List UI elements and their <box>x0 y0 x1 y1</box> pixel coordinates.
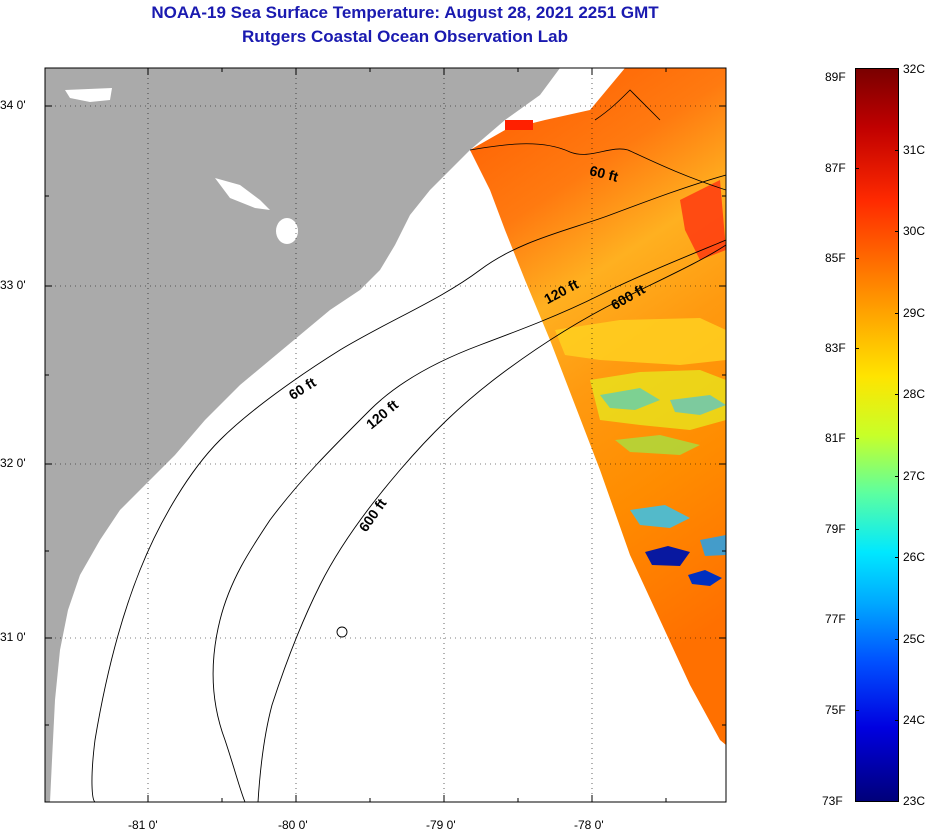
lake-1 <box>65 88 112 102</box>
sst-patch-hot <box>680 180 726 260</box>
cb-tick <box>895 313 899 314</box>
cb-label-79f: 79F <box>825 522 846 536</box>
cb-label-23c: 23C <box>903 794 926 808</box>
sst-patch-warm <box>555 318 726 365</box>
sst-patch-cool-2 <box>600 388 660 410</box>
map-subtitle: Rutgers Coastal Ocean Observation Lab <box>242 27 568 46</box>
cb-tick <box>855 529 859 530</box>
cb-label-85f: 85F <box>825 251 846 265</box>
sst-patch-cool-4 <box>615 435 700 455</box>
map-frame <box>44 67 727 803</box>
contour-60ft <box>91 174 726 802</box>
lat-label-33: 33 0' <box>0 278 26 292</box>
cb-label-27c: 27C <box>903 469 926 483</box>
cb-tick <box>895 639 899 640</box>
cb-tick <box>855 438 859 439</box>
cb-label-31c: 31C <box>903 143 926 157</box>
lon-label-78: -78 0' <box>574 818 604 832</box>
cb-label-29c: 29C <box>903 306 926 320</box>
sst-patch-cool-5 <box>630 505 690 528</box>
lake-2 <box>215 178 270 210</box>
cb-tick <box>855 258 859 259</box>
cb-label-24c: 24C <box>903 713 926 727</box>
cb-label-32c: 32C <box>903 62 926 76</box>
lon-label-79: -79 0' <box>426 818 456 832</box>
cb-tick <box>895 394 899 395</box>
axis-ticks <box>45 68 726 802</box>
coastline-north <box>469 143 726 191</box>
sst-patch-cold-2 <box>688 570 722 586</box>
cb-tick <box>855 710 859 711</box>
cb-label-30c: 30C <box>903 224 926 238</box>
cb-label-75f: 75F <box>825 703 846 717</box>
lake-3 <box>276 218 298 244</box>
cb-label-26c: 26C <box>903 550 926 564</box>
cb-label-89f: 89F <box>825 70 846 84</box>
cb-label-81f: 81F <box>825 431 846 445</box>
cb-label-83f: 83F <box>825 341 846 355</box>
sst-patch-cool-6 <box>700 535 726 556</box>
cb-label-25c: 25C <box>903 632 926 646</box>
cb-tick <box>895 231 899 232</box>
lon-label-80: -80 0' <box>278 818 308 832</box>
temperature-colorbar <box>855 68 899 802</box>
sst-patch-red <box>505 120 533 130</box>
sst-patch-cold-1 <box>645 546 690 566</box>
cb-tick <box>895 476 899 477</box>
land-area <box>45 68 560 802</box>
lat-label-32: 32 0' <box>0 456 26 470</box>
cb-tick <box>895 720 899 721</box>
contour-600ft <box>257 244 726 802</box>
map-title: NOAA-19 Sea Surface Temperature: August … <box>151 3 659 22</box>
lat-label-34: 34 0' <box>0 98 26 112</box>
cb-tick <box>855 619 859 620</box>
cb-label-87f: 87F <box>825 161 846 175</box>
lon-label-81: -81 0' <box>128 818 158 832</box>
graticule <box>45 68 726 802</box>
cb-label-73f: 73F <box>822 794 843 808</box>
cb-tick <box>855 348 859 349</box>
coastline-inlet <box>594 89 661 121</box>
seamount-contour <box>336 626 348 638</box>
cb-label-28c: 28C <box>903 387 926 401</box>
cb-tick <box>855 168 859 169</box>
cb-tick <box>895 557 899 558</box>
sst-patch-cool-3 <box>670 395 726 415</box>
contour-120ft <box>212 239 726 802</box>
cb-label-77f: 77F <box>825 612 846 626</box>
lat-label-31: 31 0' <box>0 630 26 644</box>
cb-tick <box>895 150 899 151</box>
